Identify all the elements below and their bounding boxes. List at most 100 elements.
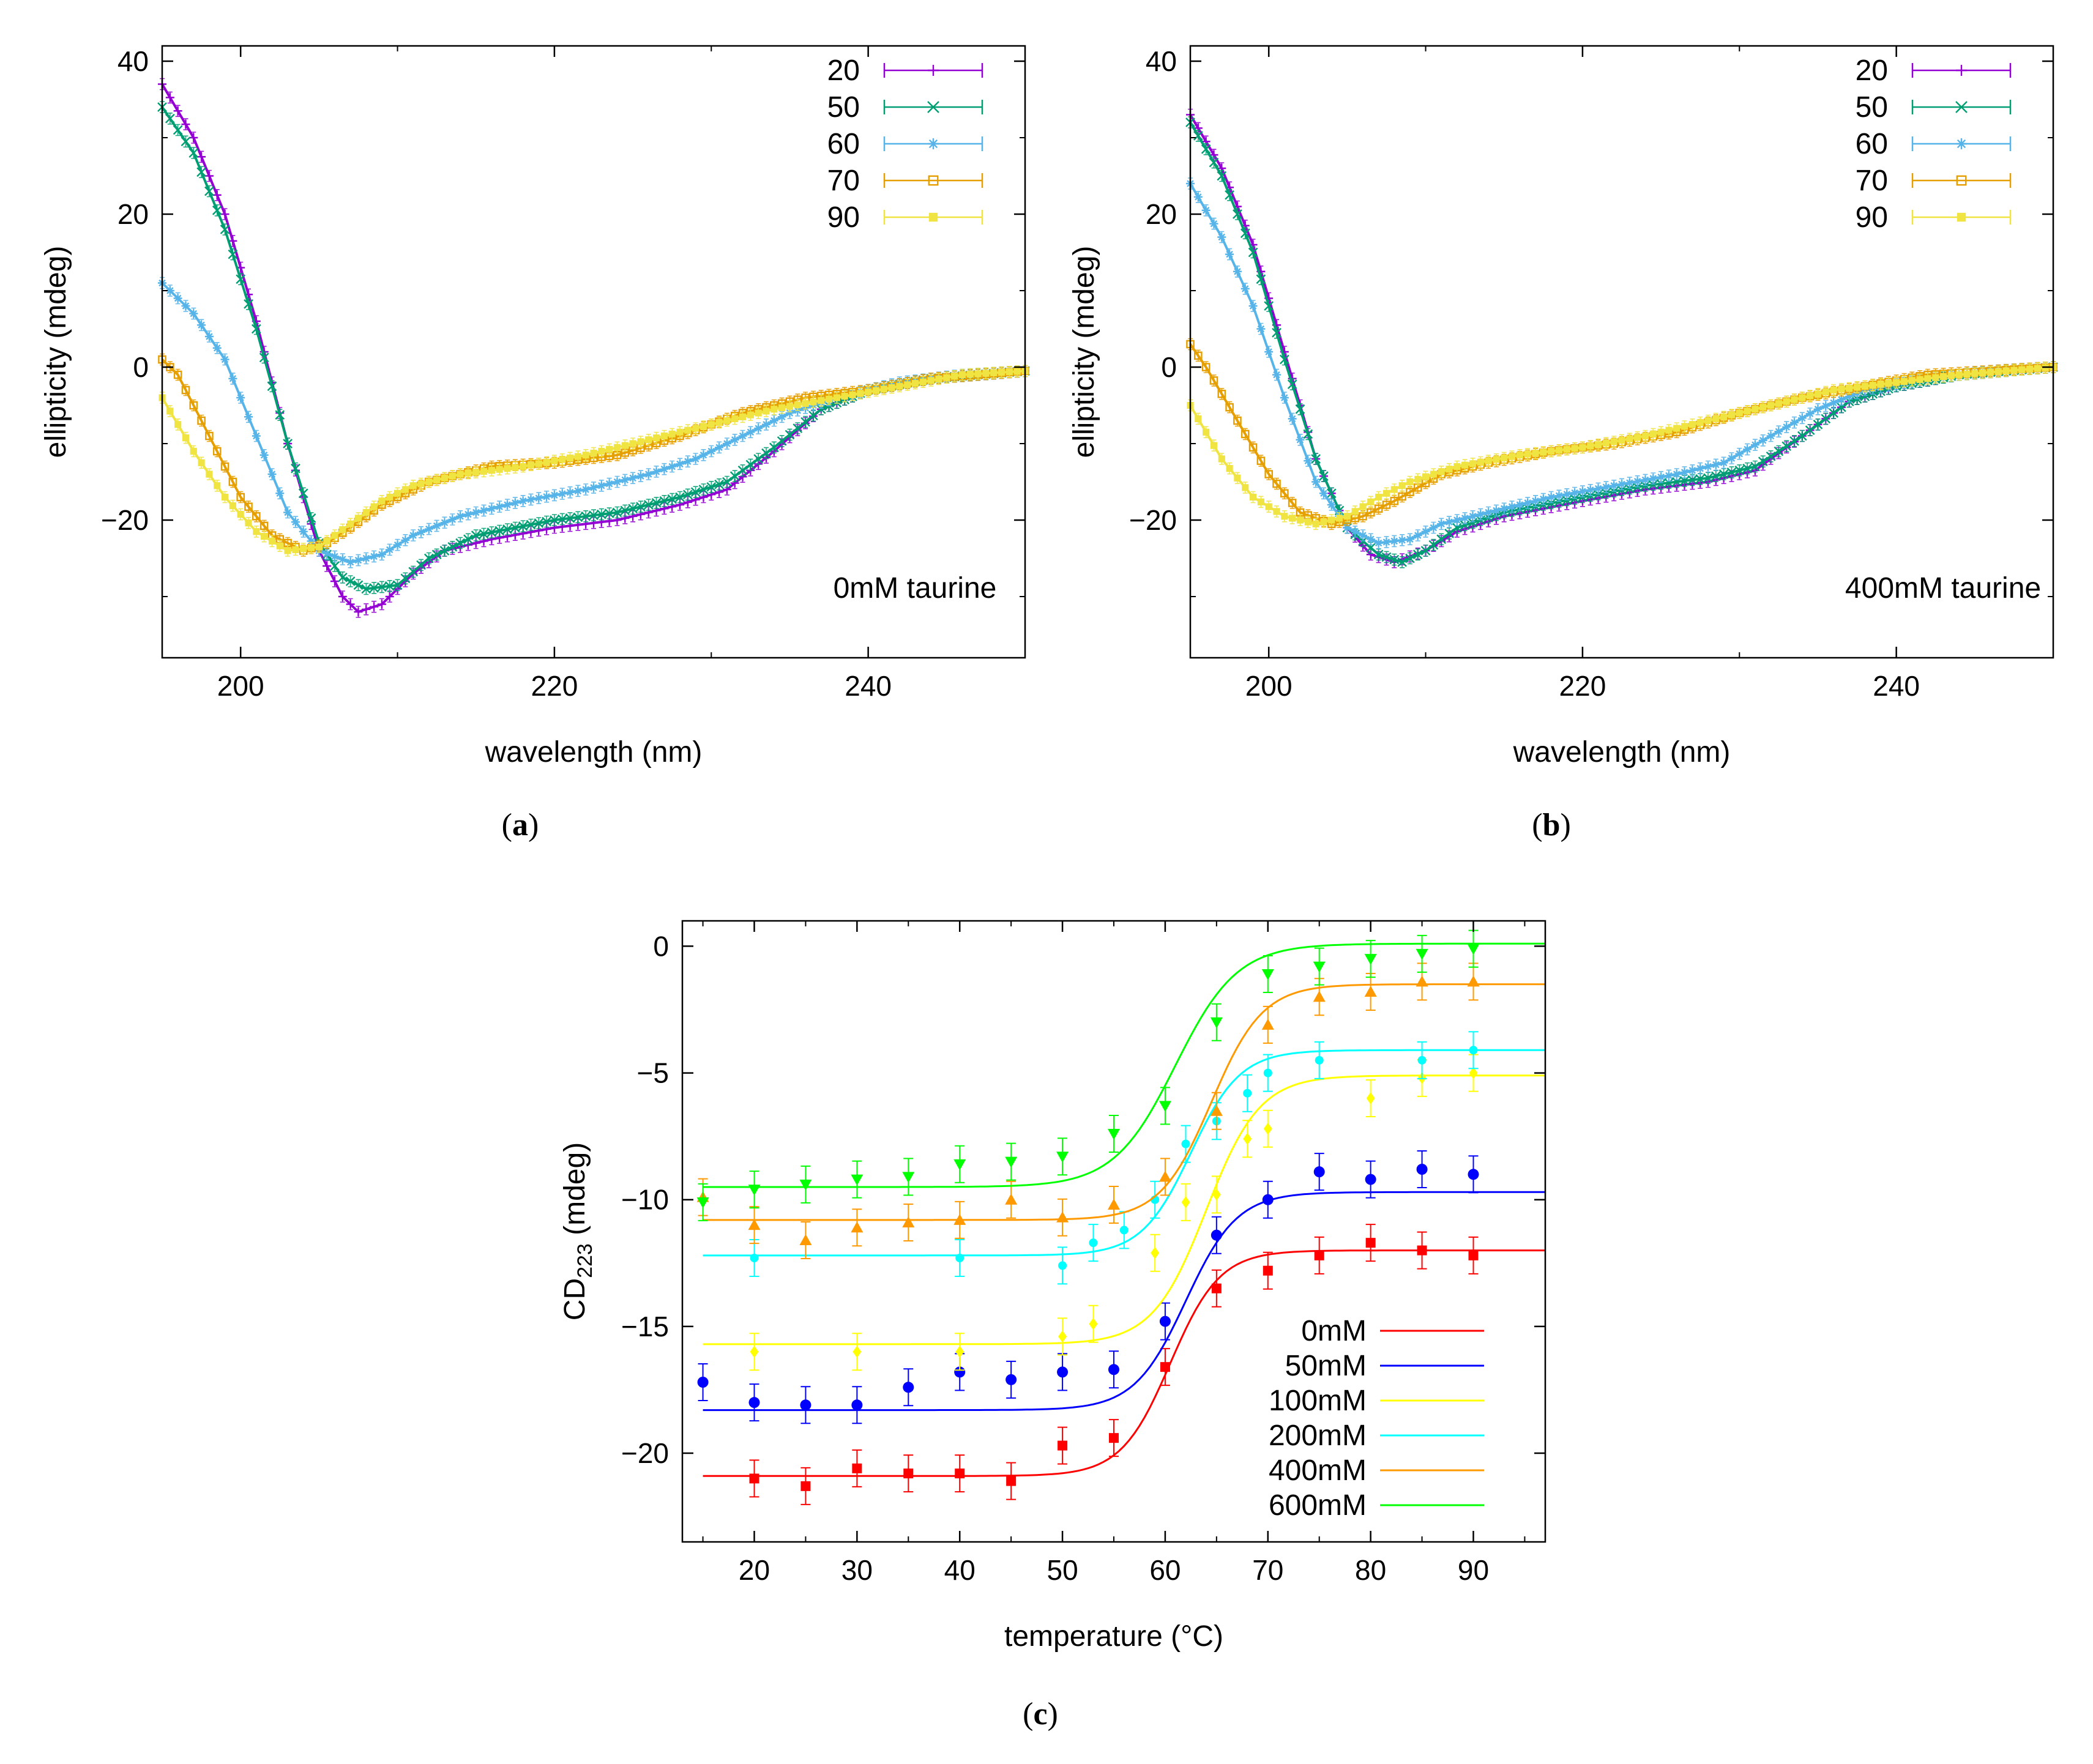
data-point: [1493, 456, 1500, 463]
data-point: [573, 486, 583, 496]
data-point: [637, 438, 644, 445]
data-point: [1774, 446, 1784, 456]
data-point: [291, 463, 300, 474]
legend-label: 70: [827, 165, 860, 197]
data-point: [323, 549, 332, 558]
data-point: [1319, 489, 1328, 498]
data-point: [346, 557, 355, 567]
data-point: [1641, 475, 1650, 485]
y-tick-label: −20: [621, 1437, 669, 1469]
y-axis-label: CD223 (mdeg): [559, 1142, 597, 1320]
data-point: [1234, 474, 1241, 482]
data-point: [1594, 484, 1603, 493]
data-point: [1263, 1265, 1273, 1276]
data-point: [1058, 1440, 1068, 1451]
data-point: [749, 1473, 759, 1484]
data-point: [1830, 386, 1837, 394]
data-point: [1233, 267, 1242, 276]
data-point: [1869, 382, 1876, 389]
data-point: [1295, 404, 1305, 414]
data-point: [1089, 1317, 1098, 1330]
data-point: [1194, 351, 1203, 360]
data-point: [1233, 416, 1242, 425]
data-point: [755, 409, 762, 417]
data-point: [1315, 1055, 1324, 1065]
data-point: [331, 532, 338, 539]
data-point: [440, 518, 449, 527]
data-point: [1671, 477, 1682, 487]
data-point: [1570, 488, 1580, 497]
data-point: [337, 572, 348, 582]
data-point: [471, 530, 481, 540]
data-point: [338, 592, 347, 601]
data-point: [276, 542, 283, 549]
data-point: [794, 401, 801, 409]
data-point: [1430, 471, 1437, 478]
data-point: [676, 428, 684, 436]
data-point: [684, 426, 692, 434]
data-point: [785, 409, 794, 417]
data-point: [581, 511, 591, 521]
data-point: [851, 1221, 864, 1233]
data-point: [1416, 975, 1428, 987]
data-point: [189, 133, 198, 142]
data-point: [1296, 435, 1305, 444]
data-point: [259, 521, 269, 530]
data-point: [362, 605, 371, 614]
data-point: [550, 515, 559, 525]
data-point: [370, 602, 379, 611]
data-point: [750, 1254, 759, 1262]
y-tick-label: −15: [621, 1311, 669, 1342]
data-point: [1782, 422, 1791, 431]
data-point: [448, 515, 457, 524]
data-point: [394, 489, 401, 497]
data-point: [204, 332, 214, 341]
data-point: [1634, 434, 1641, 441]
data-point: [542, 516, 551, 527]
data-point: [1288, 414, 1297, 423]
data-point: [1712, 415, 1720, 422]
data-point: [1365, 1238, 1376, 1248]
data-point: [1262, 1194, 1274, 1205]
data-point: [244, 502, 253, 511]
data-point: [612, 507, 622, 518]
data-point: [2034, 365, 2041, 372]
data-point: [1501, 454, 1508, 462]
data-point: [1579, 444, 1586, 451]
data-point: [1649, 474, 1658, 483]
data-point: [825, 395, 833, 403]
data-point: [943, 374, 950, 381]
data-point: [1602, 483, 1611, 492]
data-point: [181, 302, 190, 310]
data-point: [955, 1254, 964, 1262]
data-point: [1006, 1476, 1017, 1486]
data-point: [1774, 427, 1783, 436]
data-point: [613, 477, 622, 486]
data-point: [1750, 441, 1759, 450]
data-point: [748, 1219, 761, 1230]
data-point: [504, 465, 511, 472]
data-point: [1657, 428, 1665, 436]
data-point: [1211, 1283, 1222, 1293]
data-point: [479, 529, 489, 539]
data-point: [1241, 430, 1250, 439]
data-point: [1515, 501, 1524, 509]
data-point: [1688, 466, 1697, 475]
data-point: [1158, 1170, 1171, 1182]
data-point: [220, 462, 229, 471]
data-point: [1303, 429, 1313, 439]
data-point: [212, 343, 222, 352]
data-point: [212, 205, 222, 215]
data-point: [338, 555, 347, 564]
data-point: [362, 508, 370, 516]
data-point: [253, 528, 260, 535]
data-point: [1540, 448, 1547, 456]
data-point: [763, 408, 770, 415]
fit-line-600mM: [703, 942, 1545, 1188]
data-point: [802, 400, 809, 407]
y-tick-label: 40: [118, 45, 149, 77]
fit-line-400mM: [703, 983, 1545, 1221]
x-tick-label: 220: [1559, 670, 1606, 702]
data-point: [1939, 373, 1947, 381]
